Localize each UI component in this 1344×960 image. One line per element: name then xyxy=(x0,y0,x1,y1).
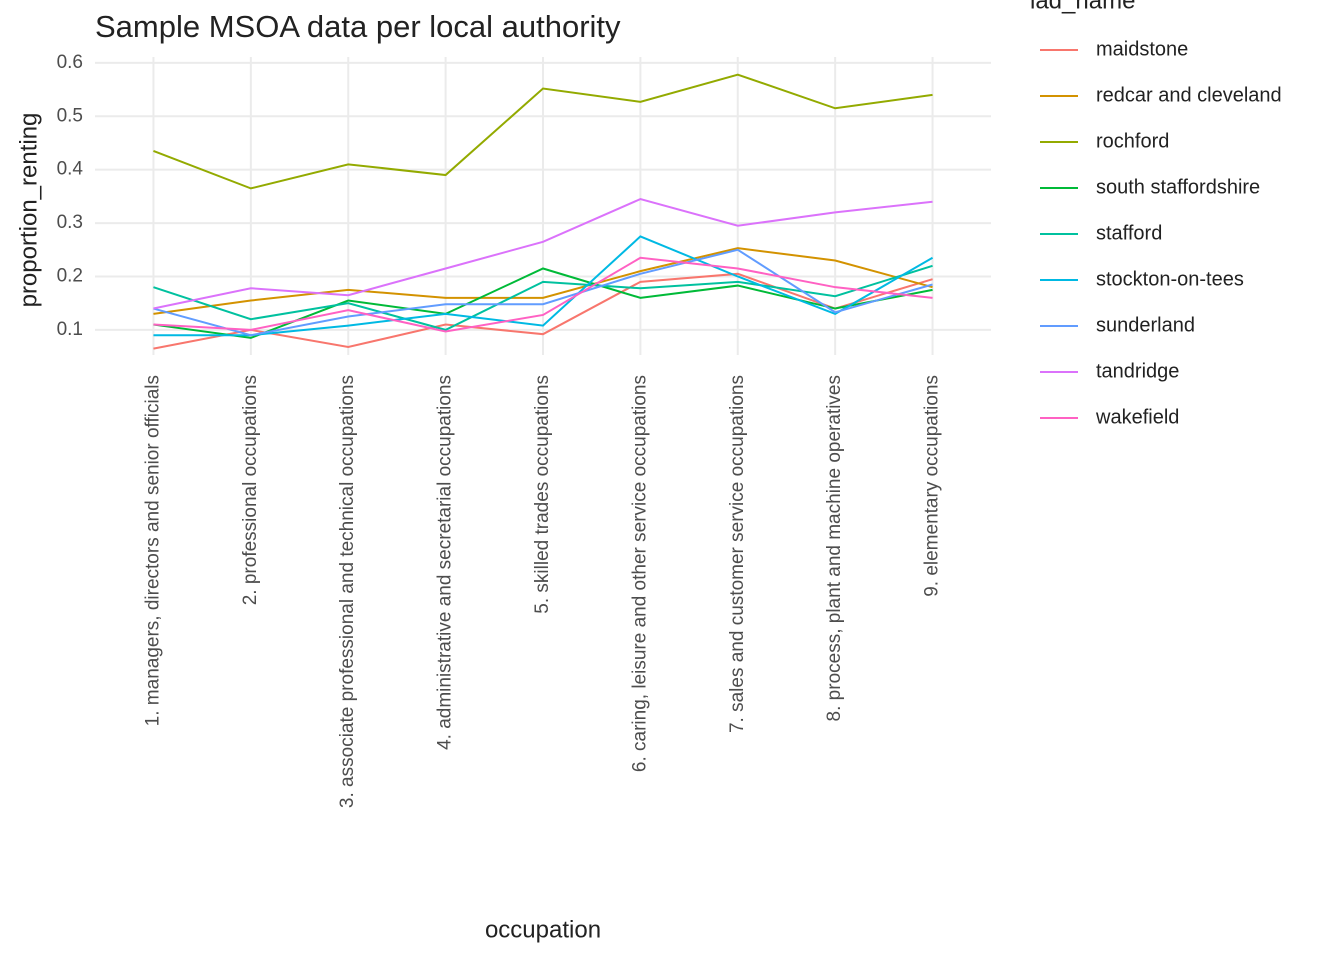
x-tick-label: 6. caring, leisure and other service occ… xyxy=(629,375,650,772)
legend-label: stockton-on-tees xyxy=(1096,268,1244,290)
legend-label: south staffordshire xyxy=(1096,176,1260,198)
y-tick-label: 0.4 xyxy=(57,159,84,180)
legend-label: redcar and cleveland xyxy=(1096,84,1282,106)
x-tick-label: 7. sales and customer service occupation… xyxy=(727,375,748,733)
y-tick-label: 0.6 xyxy=(57,52,83,73)
y-tick-label: 0.5 xyxy=(57,105,83,126)
x-tick-label: 2. professional occupations xyxy=(240,375,261,605)
series-line xyxy=(153,235,934,337)
legend-label: rochford xyxy=(1096,130,1169,152)
chart-title: Sample MSOA data per local authority xyxy=(95,9,621,44)
legend-label: sunderland xyxy=(1096,314,1195,336)
x-tick-label: 9. elementary occupations xyxy=(922,375,943,597)
series-line xyxy=(153,247,933,315)
series-line xyxy=(153,256,933,333)
legend-label: maidstone xyxy=(1096,38,1188,60)
x-tick-label: 3. associate professional and technical … xyxy=(337,375,358,808)
x-tick-label: 8. process, plant and machine operatives xyxy=(824,375,845,721)
y-tick-label: 0.3 xyxy=(57,212,83,233)
x-tick-label: 1. managers, directors and senior offici… xyxy=(142,375,163,726)
y-tick-label: 0.2 xyxy=(57,266,83,287)
y-axis-title: proportion_renting xyxy=(15,113,42,308)
legend-label: tandridge xyxy=(1096,360,1179,382)
x-tick-label: 5. skilled trades occupations xyxy=(532,375,553,614)
y-tick-label: 0.1 xyxy=(57,319,83,340)
series-line xyxy=(153,272,933,350)
x-tick-label: 4. administrative and secretarial occupa… xyxy=(435,375,456,750)
x-axis-title: occupation xyxy=(485,916,601,943)
legend-label: wakefield xyxy=(1095,406,1179,428)
series-line xyxy=(153,248,933,337)
series-line xyxy=(153,73,933,190)
legend-title: lad_name xyxy=(1030,0,1135,14)
series-line xyxy=(153,197,933,310)
legend-label: stafford xyxy=(1096,222,1162,244)
